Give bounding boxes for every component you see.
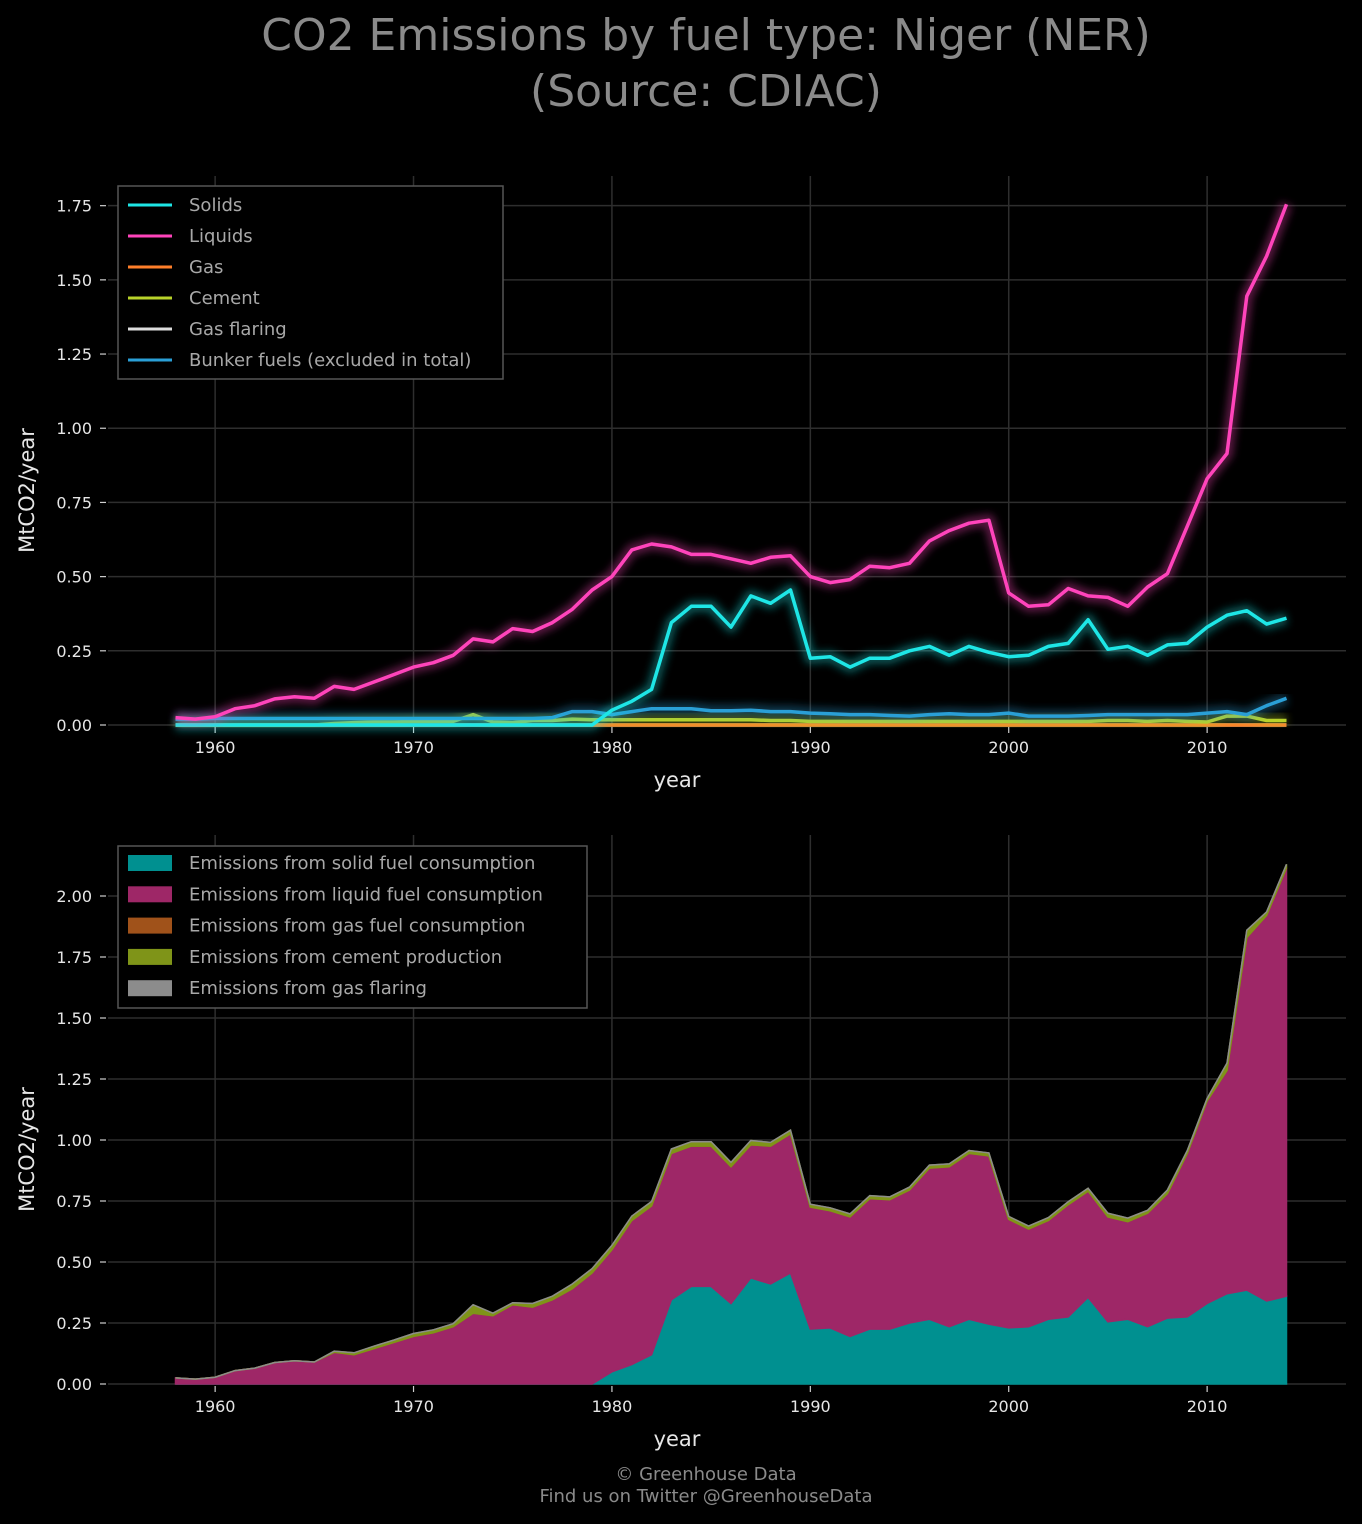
credits: © Greenhouse Data Find us on Twitter @Gr…	[0, 1464, 1362, 1508]
legend-label: Bunker fuels (excluded in total)	[189, 350, 471, 371]
bottom-chart-xaxis-label: year	[654, 1427, 701, 1451]
bottom-chart-ytick-label: 0.75	[56, 1192, 92, 1211]
legend-swatch	[128, 855, 172, 871]
twitter-text: Find us on Twitter @GreenhouseData	[539, 1486, 873, 1507]
top-chart-ytick-label: 1.50	[56, 271, 92, 290]
top-chart-xtick-label: 2010	[1187, 738, 1228, 757]
legend-label: Gas flaring	[189, 319, 287, 340]
top-chart-xtick-label: 1980	[592, 738, 633, 757]
legend-label: Emissions from cement production	[189, 947, 502, 968]
bottom-chart-legend: Emissions from solid fuel consumption Emi…	[117, 845, 588, 1009]
legend-label: Emissions from liquid fuel consumption	[189, 884, 543, 905]
series-line-liquids	[175, 203, 1289, 721]
bottom-chart-ytick-label: 1.00	[56, 1131, 92, 1150]
bottom-chart-xtick-label: 1980	[592, 1397, 633, 1416]
bottom-chart-ytick-label: 0.00	[56, 1375, 92, 1394]
legend-label: Liquids	[189, 226, 253, 247]
legend-label: Emissions from solid fuel consumption	[189, 853, 535, 874]
bottom-chart-xtick-label: 2000	[988, 1397, 1029, 1416]
top-chart-ytick-label: 0.25	[56, 642, 92, 661]
top-chart-ytick-label: 1.75	[56, 197, 92, 216]
chart-title: CO2 Emissions by fuel type: Niger (NER) …	[0, 8, 1362, 120]
series-line-solids	[175, 588, 1287, 727]
top-chart-xtick-label: 2000	[988, 738, 1029, 757]
top-chart-xtick-label: 1990	[790, 738, 831, 757]
legend-swatch	[128, 948, 172, 965]
bottom-chart-ytick-label: 2.00	[56, 887, 92, 906]
legend-label: Solids	[189, 195, 242, 216]
bottom-chart-yaxis-label: MtCO2/year	[15, 1087, 39, 1212]
area-gas-flaring	[175, 864, 1288, 1380]
legend-label: Gas	[189, 257, 223, 278]
legend-swatch	[128, 917, 172, 934]
series-line-bunker-fuels-excluded-in-total	[175, 696, 1288, 721]
bottom-chart-xtick-label: 2010	[1187, 1397, 1228, 1416]
legend-box	[117, 185, 504, 380]
bottom-chart-ytick-label: 1.50	[56, 1009, 92, 1028]
top-chart-legend: Solids Liquids Gas Cement Gas flaring Bunker …	[117, 185, 504, 380]
chart-title-line-2: (Source: CDIAC)	[530, 66, 882, 117]
bottom-chart-ytick-label: 0.25	[56, 1314, 92, 1333]
bottom-chart-ytick-label: 0.50	[56, 1253, 92, 1272]
bottom-chart-xtick-label: 1970	[393, 1397, 434, 1416]
bottom-chart-xtick-label: 1990	[790, 1397, 831, 1416]
legend-box	[117, 845, 588, 1009]
top-chart-ytick-label: 1.00	[56, 419, 92, 438]
legend-label: Cement	[189, 288, 260, 309]
legend-label: Emissions from gas flaring	[189, 978, 427, 999]
top-chart-ytick-label: 0.75	[56, 493, 92, 512]
top-chart-ytick-label: 1.25	[56, 345, 92, 364]
top-chart-xaxis-label: year	[654, 768, 701, 792]
series-glow-solids	[175, 584, 1289, 731]
bottom-chart-ytick-label: 1.25	[56, 1070, 92, 1089]
top-chart-xtick-label: 1970	[393, 738, 434, 757]
bottom-chart-xtick-label: 1960	[195, 1397, 236, 1416]
legend-label: Emissions from gas fuel consumption	[189, 916, 525, 937]
copyright-text: © Greenhouse Data	[615, 1464, 797, 1485]
legend-swatch	[128, 980, 172, 997]
bottom-chart-ytick-label: 1.75	[56, 948, 92, 967]
top-chart-ytick-label: 0.50	[56, 568, 92, 587]
top-chart-xtick-label: 1960	[195, 738, 236, 757]
top-chart-ytick-label: 0.00	[56, 716, 92, 735]
legend-swatch	[128, 886, 172, 903]
top-chart-yaxis-label: MtCO2/year	[15, 428, 39, 553]
chart-title-line-1: CO2 Emissions by fuel type: Niger (NER)	[261, 10, 1151, 61]
